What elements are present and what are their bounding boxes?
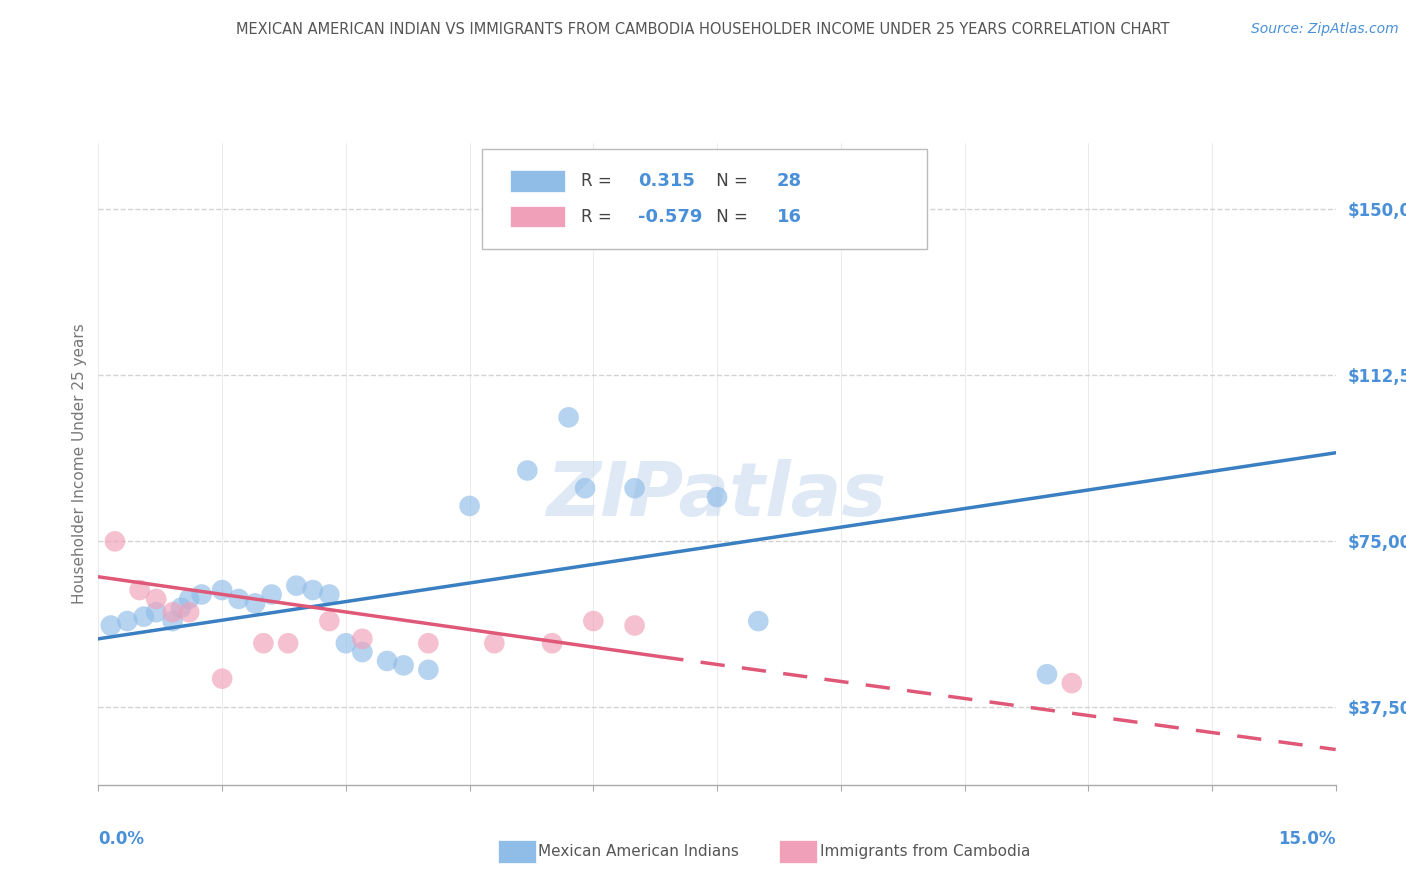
Point (228, 591, 250, 606)
Point (132, 609, 155, 624)
Text: 0.315: 0.315 (638, 172, 695, 190)
Point (179, 605, 201, 619)
Point (392, 658, 415, 673)
Text: ZIPatlas: ZIPatlas (547, 459, 887, 533)
Point (179, 591, 201, 606)
Point (623, 481, 645, 495)
Point (252, 636, 274, 650)
Text: MEXICAN AMERICAN INDIAN VS IMMIGRANTS FROM CAMBODIA HOUSEHOLDER INCOME UNDER 25 : MEXICAN AMERICAN INDIAN VS IMMIGRANTS FR… (236, 22, 1170, 37)
Text: Immigrants from Cambodia: Immigrants from Cambodia (820, 845, 1031, 859)
Point (277, 636, 299, 650)
Point (352, 645, 374, 659)
Point (145, 591, 167, 606)
Point (574, 481, 596, 495)
Point (243, 596, 266, 610)
Point (706, 490, 728, 504)
Text: Source: ZipAtlas.com: Source: ZipAtlas.com (1251, 22, 1399, 37)
Point (623, 618, 645, 632)
Point (458, 499, 481, 513)
Point (117, 614, 139, 628)
Point (418, 636, 440, 650)
Point (162, 605, 184, 619)
FancyBboxPatch shape (510, 170, 565, 192)
Point (260, 587, 283, 601)
Point (190, 587, 212, 601)
Text: N =: N = (711, 172, 754, 190)
Text: N =: N = (711, 208, 754, 226)
Point (170, 600, 193, 615)
Y-axis label: Householder Income Under 25 years: Householder Income Under 25 years (72, 324, 87, 604)
Point (557, 410, 579, 425)
Point (582, 614, 605, 628)
Point (418, 663, 440, 677)
Point (104, 534, 127, 549)
Point (145, 605, 167, 619)
Text: 15.0%: 15.0% (1278, 830, 1336, 848)
Point (211, 583, 233, 598)
Text: 16: 16 (776, 208, 801, 226)
Point (128, 583, 150, 598)
Point (318, 587, 340, 601)
Point (484, 636, 506, 650)
FancyBboxPatch shape (482, 149, 928, 249)
Point (375, 654, 398, 668)
Point (1036, 667, 1059, 681)
Text: R =: R = (581, 172, 617, 190)
Text: 0.0%: 0.0% (98, 830, 145, 848)
Point (352, 632, 374, 646)
Point (285, 579, 308, 593)
Point (516, 463, 538, 477)
Text: Mexican American Indians: Mexican American Indians (538, 845, 740, 859)
Point (335, 636, 357, 650)
Text: R =: R = (581, 208, 617, 226)
Point (1060, 676, 1083, 690)
Point (211, 672, 233, 686)
Text: 28: 28 (776, 172, 801, 190)
Point (100, 618, 122, 632)
Point (747, 614, 769, 628)
Point (541, 636, 564, 650)
Point (318, 614, 340, 628)
Point (302, 583, 325, 598)
Text: -0.579: -0.579 (638, 208, 702, 226)
FancyBboxPatch shape (510, 206, 565, 227)
Point (162, 614, 184, 628)
